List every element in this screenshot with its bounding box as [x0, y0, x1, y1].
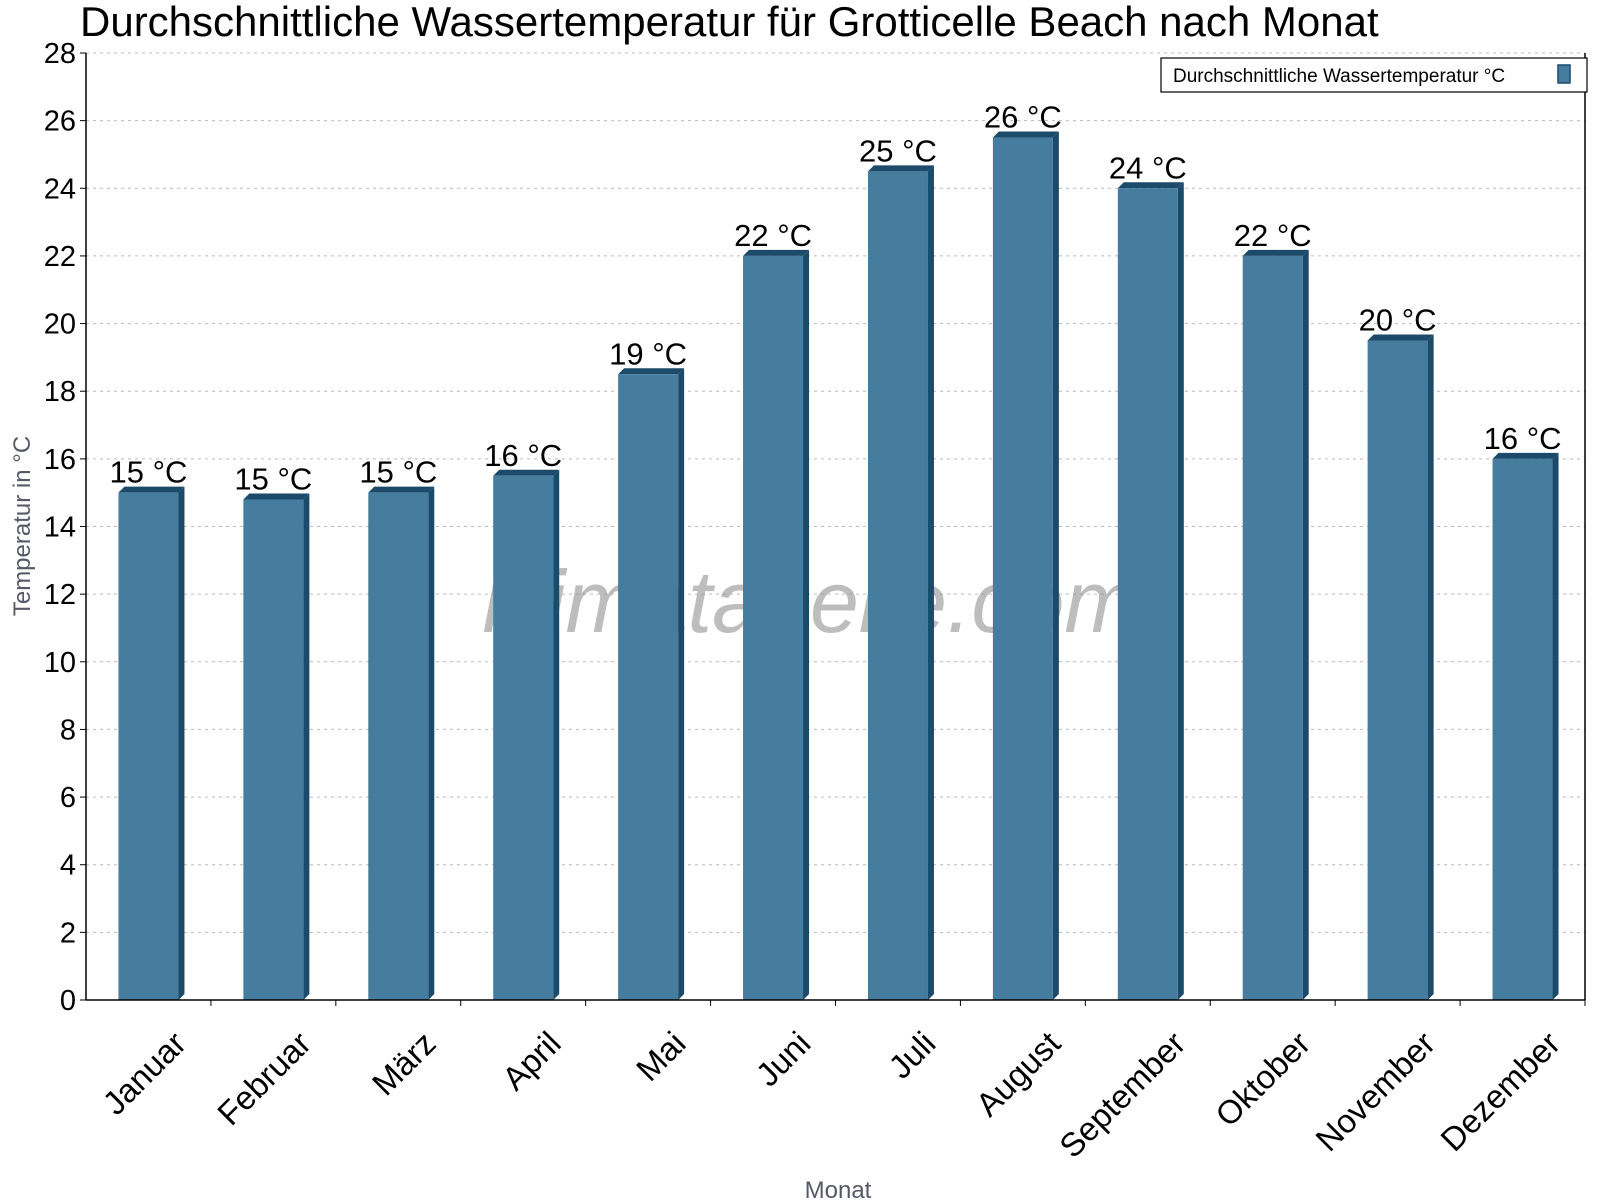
bar-face [1117, 188, 1178, 1001]
data-labels: 15 °C 15 °C 15 °C 16 °C 19 °C 22 °C 25 °C 26 °C… [110, 100, 1562, 497]
bar-top [618, 368, 685, 375]
bar-top [992, 131, 1059, 138]
x-tick-label: Oktober [1208, 1024, 1317, 1133]
bar-face [368, 492, 429, 1000]
bar [1367, 334, 1434, 1000]
bar-top [1492, 452, 1559, 459]
bar-side [1427, 334, 1434, 1000]
chart-title: Durchschnittliche Wassertemperatur für G… [80, 0, 1379, 45]
bar-face [743, 255, 804, 1000]
data-label: 26 °C [984, 100, 1062, 135]
bar-top [1367, 334, 1434, 341]
data-label: 22 °C [1234, 218, 1312, 253]
bar [243, 493, 310, 1000]
y-tick-label: 24 [44, 173, 76, 205]
bar-face [243, 499, 304, 1000]
bar-top [1117, 182, 1184, 189]
bar-top [1242, 249, 1309, 256]
y-tick-label: 10 [44, 647, 76, 679]
x-tick-label: März [365, 1024, 443, 1102]
bar-side [428, 486, 435, 1000]
data-label: 22 °C [734, 218, 812, 253]
bar-side [1552, 452, 1559, 1000]
data-label: 19 °C [609, 336, 687, 371]
y-axis-title: Temperatur in °C [9, 436, 36, 616]
y-tick-label: 18 [44, 376, 76, 408]
bar-side [1052, 131, 1059, 1000]
x-tick-label: September [1052, 1024, 1192, 1164]
bar-side [927, 165, 934, 1000]
bar-side [553, 469, 560, 1001]
x-tick-label: Januar [95, 1024, 193, 1122]
x-tick-label: April [495, 1024, 568, 1097]
bar-side [1302, 249, 1309, 1000]
y-tick-label: 16 [44, 444, 76, 476]
data-label: 20 °C [1359, 302, 1437, 337]
y-tick-label: 4 [60, 850, 76, 882]
bar [992, 131, 1059, 1000]
data-label: 15 °C [234, 461, 312, 496]
bar-top [493, 469, 560, 476]
bar-side [178, 486, 185, 1000]
bar-face [1242, 255, 1303, 1000]
bar-face [1492, 458, 1553, 1000]
data-label: 25 °C [859, 133, 937, 168]
x-tick-label: August [969, 1024, 1068, 1123]
x-tick-label: November [1308, 1024, 1442, 1158]
bar [743, 249, 810, 1000]
bar [618, 368, 685, 1000]
data-label: 15 °C [359, 455, 437, 490]
data-label: 15 °C [110, 455, 188, 490]
data-label: 16 °C [1484, 421, 1562, 456]
bars [118, 131, 1559, 1001]
bar [867, 165, 934, 1000]
bar-top [743, 249, 810, 256]
bar-face [867, 171, 928, 1000]
y-tick-label: 2 [60, 917, 76, 949]
y-tick-label: 22 [44, 241, 76, 273]
bar-face [1367, 340, 1428, 1000]
bar-side [303, 493, 310, 1000]
bar-face [118, 492, 179, 1000]
y-tick-label: 8 [60, 714, 76, 746]
bar [1242, 249, 1309, 1000]
bar-top [368, 486, 435, 493]
y-tick-label: 20 [44, 309, 76, 341]
x-axis-title: Monat [805, 1177, 872, 1200]
bar-top [867, 165, 934, 172]
bar [1492, 452, 1559, 1000]
y-tick-label: 0 [60, 985, 76, 1017]
x-tick-label: Dezember [1433, 1024, 1567, 1158]
data-label: 24 °C [1109, 150, 1187, 185]
bar-top [243, 493, 310, 500]
y-tick-label: 12 [44, 579, 76, 611]
x-tick-label: Juni [749, 1024, 818, 1093]
bar [1117, 182, 1184, 1001]
y-tick-label: 26 [44, 106, 76, 138]
bar-top [118, 486, 185, 493]
y-tick-label: 14 [44, 512, 76, 544]
y-tick-label: 6 [60, 782, 76, 814]
legend-swatch [1557, 64, 1571, 84]
bar-side [678, 368, 685, 1000]
legend-label: Durchschnittliche Wassertemperatur °C [1173, 66, 1505, 87]
data-label: 16 °C [484, 438, 562, 473]
y-tick-label: 28 [44, 38, 76, 70]
x-tick-label: Mai [629, 1024, 693, 1088]
x-tick-label: Februar [210, 1024, 318, 1132]
x-tick-label: Juli [881, 1024, 942, 1085]
bar-face [493, 475, 554, 1001]
legend: Durchschnittliche Wassertemperatur °C [1160, 57, 1588, 93]
bar [368, 486, 435, 1000]
bar-face [618, 374, 679, 1000]
bar [118, 486, 185, 1000]
gridlines [86, 52, 1585, 933]
bar-side [1177, 182, 1184, 1001]
bar-face [992, 137, 1053, 1000]
bar-side [803, 249, 810, 1000]
bar [493, 469, 560, 1001]
